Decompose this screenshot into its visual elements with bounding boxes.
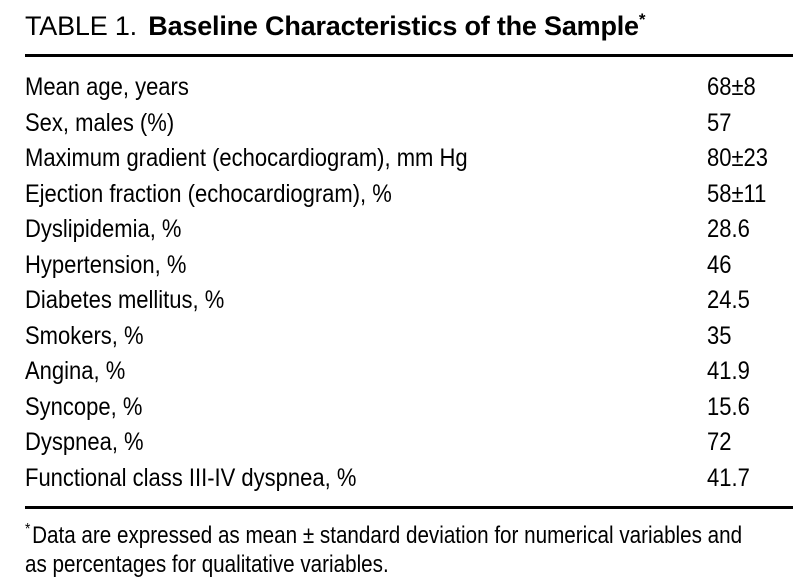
footnote-marker: *	[25, 521, 31, 538]
table-row: Dyspnea, % 72	[25, 425, 793, 461]
footnote-line: as percentages for qualitative variables…	[25, 550, 793, 579]
row-value: 57	[707, 108, 732, 137]
table-row: Syncope, % 15.6	[25, 390, 793, 426]
row-label: Hypertension, %	[25, 250, 187, 279]
row-value: 46	[707, 250, 732, 279]
row-value: 58±11	[707, 179, 767, 208]
table-number-label: TABLE 1.	[25, 11, 137, 41]
row-label: Smokers, %	[25, 321, 144, 350]
footnote-line: *Data are expressed as mean ± standard d…	[25, 521, 793, 550]
page-title: TABLE 1. Baseline Characteristics of the …	[25, 8, 793, 44]
row-value: 28.6	[707, 215, 750, 243]
table-row: Hypertension, % 46	[25, 248, 793, 284]
table-title: Baseline Characteristics of the Sample	[148, 11, 639, 41]
row-label: Ejection fraction (echocardiogram), %	[25, 179, 392, 208]
footnote-text: Data are expressed as mean ± standard de…	[32, 522, 743, 549]
row-value: 15.6	[707, 392, 750, 421]
row-value: 41.9	[707, 357, 750, 385]
row-value: 68±8	[707, 73, 756, 101]
table-row: Dyslipidemia, % 28.6	[25, 212, 793, 248]
row-label: Angina, %	[25, 357, 126, 385]
table-rule-top	[25, 54, 793, 57]
row-value: 80±23	[707, 144, 769, 172]
table-row: Ejection fraction (echocardiogram), % 58…	[25, 177, 793, 213]
table-row: Maximum gradient (echocardiogram), mm Hg…	[25, 141, 793, 177]
table-row: Sex, males (%) 57	[25, 106, 793, 142]
table-row: Smokers, % 35	[25, 319, 793, 355]
row-value: 72	[707, 428, 732, 456]
row-value: 24.5	[707, 286, 750, 314]
row-label: Dyslipidemia, %	[25, 215, 182, 243]
row-label: Functional class III-IV dyspnea, %	[25, 463, 357, 492]
row-value: 41.7	[707, 463, 750, 492]
row-value: 35	[707, 321, 732, 350]
table-row: Diabetes mellitus, % 24.5	[25, 283, 793, 319]
footnote-text: as percentages for qualitative variables…	[25, 551, 389, 578]
row-label: Sex, males (%)	[25, 108, 175, 137]
title-footnote-marker: *	[638, 10, 646, 29]
table-footnote: *Data are expressed as mean ± standard d…	[25, 521, 793, 579]
row-label: Diabetes mellitus, %	[25, 286, 225, 314]
row-label: Syncope, %	[25, 392, 143, 421]
baseline-characteristics-table: Mean age, years 68±8 Sex, males (%) 57 M…	[25, 70, 793, 496]
row-label: Mean age, years	[25, 73, 189, 101]
table-row: Mean age, years 68±8	[25, 70, 793, 106]
row-label: Dyspnea, %	[25, 428, 144, 456]
table-rule-bottom	[25, 506, 793, 509]
table-row: Functional class III-IV dyspnea, % 41.7	[25, 461, 793, 497]
table-row: Angina, % 41.9	[25, 354, 793, 390]
row-label: Maximum gradient (echocardiogram), mm Hg	[25, 144, 468, 172]
